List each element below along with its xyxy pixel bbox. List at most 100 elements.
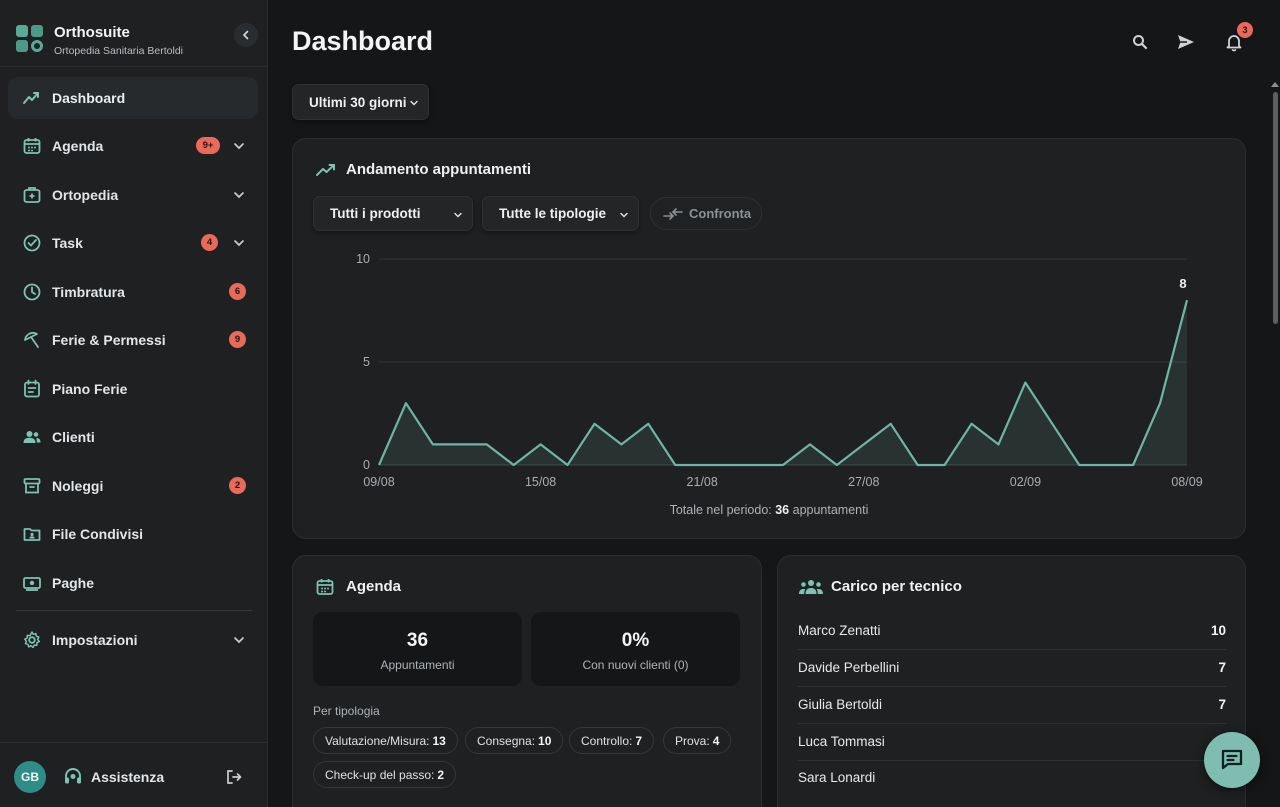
sidebar-item-label: Piano Ferie [52, 381, 128, 397]
page-scrollbar[interactable] [1270, 82, 1280, 807]
search-icon[interactable] [1130, 32, 1150, 52]
chevron-down-icon[interactable] [232, 633, 246, 647]
sidebar-item-clienti[interactable]: Clienti [8, 416, 258, 458]
users-icon [23, 431, 41, 443]
y-tick-label: 10 [356, 252, 370, 266]
medical-kit-icon [23, 187, 41, 203]
sidebar-item-impostazioni[interactable]: Impostazioni [8, 619, 258, 661]
assistance-link[interactable]: Assistenza [91, 769, 165, 785]
product-filter-select[interactable]: Tutti i prodotti [313, 196, 473, 231]
app-name: Orthosuite [54, 24, 130, 41]
sidebar-item-ortopedia[interactable]: Ortopedia [8, 174, 258, 216]
compare-arrows-icon [663, 208, 683, 220]
send-icon[interactable] [1176, 32, 1196, 52]
sidebar-item-label: Ortopedia [52, 187, 119, 203]
sidebar-item-label: Impostazioni [52, 632, 138, 648]
y-tick-label: 0 [363, 458, 370, 472]
chip-label: Consegna: [477, 733, 536, 748]
scroll-up-arrow[interactable] [1271, 82, 1279, 87]
task-count-badge: 4 [201, 234, 218, 251]
chip-count: 13 [432, 733, 446, 748]
avatar[interactable]: GB [14, 761, 46, 793]
period-select[interactable]: Ultimi 30 giorni [292, 84, 429, 120]
gear-icon [24, 631, 41, 649]
chevron-left-icon [242, 30, 249, 40]
sidebar-item-noleggi[interactable]: Noleggi 2 [8, 465, 258, 507]
notifications-badge: 3 [1237, 22, 1253, 38]
archive-box-icon [23, 478, 41, 494]
x-tick-label: 02/09 [1010, 475, 1041, 489]
agenda-summary-card: Agenda 36 Appuntamenti 0% Con nuovi clie… [292, 555, 762, 807]
technician-name: Luca Tommasi [798, 734, 885, 749]
x-tick-label: 15/08 [525, 475, 556, 489]
timbratura-count-badge: 6 [229, 283, 246, 300]
chip-count: 7 [635, 733, 643, 748]
sidebar-item-label: Ferie & Permessi [52, 332, 166, 348]
noleggi-count-badge: 2 [229, 477, 246, 494]
stat-label: Con nuovi clienti (0) [582, 658, 689, 672]
sidebar-item-file-condivisi[interactable]: File Condivisi [8, 513, 258, 555]
collapse-sidebar-button[interactable] [234, 23, 258, 47]
calendar-list-icon [24, 379, 40, 398]
compare-button[interactable]: Confronta [650, 197, 762, 230]
series-line [377, 299, 1189, 467]
chip-count: 4 [712, 733, 720, 748]
sidebar-item-piano-ferie[interactable]: Piano Ferie [8, 368, 258, 410]
sidebar-item-paghe[interactable]: Paghe [8, 562, 258, 604]
sidebar-item-label: Agenda [52, 138, 104, 154]
type-chip: Valutazione/Misura: 13 [313, 727, 458, 754]
sidebar-item-task[interactable]: Task 4 [8, 222, 258, 264]
chat-icon [1221, 749, 1243, 770]
x-tick-label: 09/08 [363, 475, 394, 489]
chat-fab-button[interactable] [1204, 732, 1260, 788]
technician-name: Davide Perbellini [798, 660, 900, 675]
sidebar-item-agenda[interactable]: Agenda 9+ [8, 125, 258, 167]
type-chip: Prova: 4 [663, 727, 732, 754]
sidebar-item-timbratura[interactable]: Timbratura 6 [8, 271, 258, 313]
sidebar-item-dashboard[interactable]: Dashboard [8, 77, 258, 119]
sidebar-footer: GB Assistenza [0, 742, 267, 807]
sidebar: Orthosuite Ortopedia Sanitaria Bertoldi … [0, 0, 268, 807]
chevron-down-icon [454, 212, 462, 218]
card-title: Carico per tecnico [831, 578, 962, 595]
ferie-count-badge: 9 [229, 331, 246, 348]
chip-count: 10 [538, 733, 552, 748]
sidebar-item-ferie-permessi[interactable]: Ferie & Permessi 9 [8, 319, 258, 361]
technician-row: Sara Lonardi [798, 760, 1226, 797]
technician-name: Giulia Bertoldi [798, 697, 883, 712]
appointments-trend-card: Andamento appuntamenti Tutti i prodotti … [292, 138, 1246, 539]
x-tick-label: 21/08 [687, 475, 718, 489]
bell-icon[interactable] [1224, 32, 1244, 52]
chevron-down-icon [410, 100, 418, 106]
type-filter-value: Tutte le tipologie [499, 206, 606, 221]
product-filter-value: Tutti i prodotti [330, 206, 421, 221]
chip-label: Check-up del passo: [325, 767, 435, 782]
period-select-value: Ultimi 30 giorni [309, 94, 407, 110]
x-tick-label: 27/08 [848, 475, 879, 489]
technician-name: Marco Zenatti [798, 623, 881, 638]
users-icon [799, 580, 823, 594]
appointments-stat: 36 Appuntamenti [313, 612, 522, 686]
logout-icon[interactable] [225, 768, 243, 786]
technician-load-card: Carico per tecnico Marco Zenatti 10 David… [777, 555, 1246, 807]
trending-up-icon [316, 164, 335, 176]
card-title: Andamento appuntamenti [346, 161, 532, 178]
compare-label: Confronta [689, 206, 752, 221]
sidebar-item-label: Task [52, 235, 83, 251]
data-label: 8 [1179, 276, 1186, 291]
chevron-down-icon[interactable] [232, 139, 246, 153]
technician-name: Sara Lonardi [798, 770, 876, 785]
brand-header: Orthosuite Ortopedia Sanitaria Bertoldi [0, 0, 267, 67]
agenda-count-badge: 9+ [196, 137, 220, 154]
headset-icon[interactable] [62, 766, 84, 788]
period-total-value: 36 [775, 503, 790, 517]
clock-icon [23, 283, 41, 301]
banknote-icon [23, 577, 41, 591]
technician-row: Luca Tommasi [798, 724, 1226, 761]
chevron-down-icon[interactable] [232, 188, 246, 202]
y-tick-label: 5 [363, 355, 370, 369]
technician-row: Marco Zenatti 10 [798, 613, 1226, 650]
chevron-down-icon[interactable] [232, 236, 246, 250]
scroll-thumb[interactable] [1273, 92, 1278, 324]
type-filter-select[interactable]: Tutte le tipologie [482, 196, 639, 231]
